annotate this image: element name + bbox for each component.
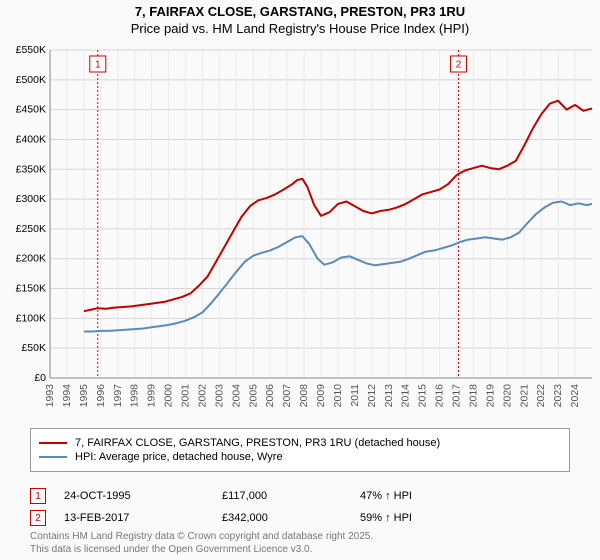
marker-id-box: 1 [30, 488, 46, 504]
svg-text:2022: 2022 [535, 384, 547, 408]
svg-text:2024: 2024 [569, 384, 581, 408]
title-line2: Price paid vs. HM Land Registry's House … [0, 21, 600, 36]
svg-text:1994: 1994 [61, 384, 73, 408]
svg-text:2: 2 [456, 60, 462, 71]
svg-text:2000: 2000 [163, 384, 175, 408]
svg-text:£450K: £450K [16, 104, 46, 116]
svg-text:2009: 2009 [315, 384, 327, 408]
legend-item: HPI: Average price, detached house, Wyre [39, 451, 561, 463]
attribution-line1: Contains HM Land Registry data © Crown c… [30, 530, 373, 543]
marker-date: 13-FEB-2017 [64, 512, 204, 524]
transaction-markers: 1 24-OCT-1995 £117,000 47% ↑ HPI 2 13-FE… [30, 482, 570, 526]
svg-text:2014: 2014 [400, 384, 412, 408]
title-line1: 7, FAIRFAX CLOSE, GARSTANG, PRESTON, PR3… [0, 4, 600, 19]
legend-label-0: 7, FAIRFAX CLOSE, GARSTANG, PRESTON, PR3… [75, 437, 440, 449]
svg-text:2011: 2011 [349, 384, 361, 407]
svg-text:2021: 2021 [518, 384, 530, 408]
svg-text:2012: 2012 [366, 384, 378, 408]
svg-text:£400K: £400K [16, 133, 46, 145]
marker-date: 24-OCT-1995 [64, 490, 204, 502]
svg-text:£500K: £500K [16, 74, 46, 86]
svg-text:£250K: £250K [16, 223, 46, 235]
marker-pct: 47% ↑ HPI [360, 490, 480, 502]
svg-text:2008: 2008 [298, 384, 310, 408]
svg-text:2015: 2015 [417, 384, 429, 408]
marker-id-box: 2 [30, 510, 46, 526]
title-block: 7, FAIRFAX CLOSE, GARSTANG, PRESTON, PR3… [0, 0, 600, 38]
svg-text:1996: 1996 [95, 384, 107, 408]
svg-text:2020: 2020 [501, 384, 513, 408]
svg-text:1997: 1997 [112, 384, 124, 408]
marker-row: 2 13-FEB-2017 £342,000 59% ↑ HPI [30, 510, 570, 526]
attribution: Contains HM Land Registry data © Crown c… [30, 530, 373, 556]
svg-text:2019: 2019 [484, 384, 496, 408]
svg-text:£100K: £100K [16, 312, 46, 324]
marker-pct: 59% ↑ HPI [360, 512, 480, 524]
svg-text:2017: 2017 [451, 384, 463, 408]
svg-text:1: 1 [95, 60, 101, 71]
svg-text:2016: 2016 [434, 384, 446, 408]
svg-text:£200K: £200K [16, 253, 46, 265]
svg-text:2001: 2001 [180, 384, 192, 408]
svg-text:2023: 2023 [552, 384, 564, 408]
svg-text:2010: 2010 [332, 384, 344, 408]
attribution-line2: This data is licensed under the Open Gov… [30, 543, 373, 556]
svg-text:2004: 2004 [230, 384, 242, 408]
svg-text:2007: 2007 [281, 384, 293, 408]
legend-swatch-0 [39, 442, 67, 444]
svg-text:1993: 1993 [44, 384, 56, 408]
svg-text:2003: 2003 [213, 384, 225, 408]
svg-text:1999: 1999 [146, 384, 158, 408]
chart-container: 7, FAIRFAX CLOSE, GARSTANG, PRESTON, PR3… [0, 0, 600, 560]
svg-text:£550K: £550K [16, 44, 46, 56]
svg-text:£150K: £150K [16, 283, 46, 295]
svg-text:1998: 1998 [129, 384, 141, 408]
marker-row: 1 24-OCT-1995 £117,000 47% ↑ HPI [30, 488, 570, 504]
legend-swatch-1 [39, 456, 67, 458]
svg-text:2006: 2006 [264, 384, 276, 408]
svg-text:£50K: £50K [21, 342, 46, 354]
svg-text:£300K: £300K [16, 193, 46, 205]
svg-text:£350K: £350K [16, 163, 46, 175]
svg-text:2018: 2018 [467, 384, 479, 408]
svg-text:1995: 1995 [78, 384, 90, 408]
marker-price: £342,000 [222, 512, 342, 524]
legend-item: 7, FAIRFAX CLOSE, GARSTANG, PRESTON, PR3… [39, 437, 561, 449]
legend: 7, FAIRFAX CLOSE, GARSTANG, PRESTON, PR3… [30, 428, 570, 472]
chart-svg: £0 £50K £100K £150K £200K £250K £300K £350K £400… [0, 44, 600, 422]
legend-label-1: HPI: Average price, detached house, Wyre [75, 451, 283, 463]
svg-text:2002: 2002 [196, 384, 208, 408]
svg-text:2013: 2013 [383, 384, 395, 408]
svg-text:2005: 2005 [247, 384, 259, 408]
svg-text:£0: £0 [34, 372, 46, 384]
chart-area: £0 £50K £100K £150K £200K £250K £300K £350K £400… [0, 44, 600, 422]
marker-price: £117,000 [222, 490, 342, 502]
